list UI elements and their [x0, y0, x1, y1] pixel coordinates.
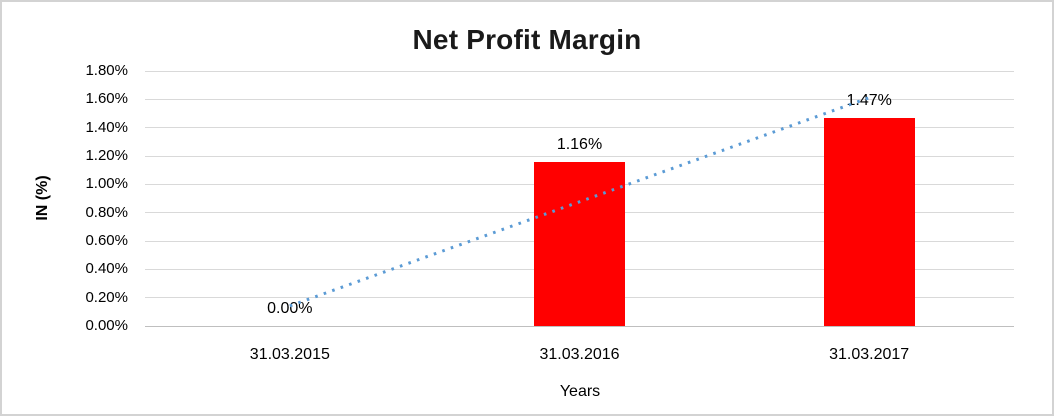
y-tick-label: 0.80% — [85, 203, 128, 221]
data-label: 1.47% — [846, 91, 892, 109]
y-tick-label: 1.60% — [85, 90, 128, 108]
data-label: 1.16% — [556, 135, 603, 153]
gridline — [145, 70, 1014, 72]
y-tick-label: 0.60% — [85, 232, 128, 249]
y-tick-label: 1.00% — [85, 175, 128, 193]
x-tick-label: 31.03.2017 — [829, 346, 910, 363]
y-tick-label: 0.00% — [85, 317, 128, 334]
y-tick-label: 0.20% — [85, 288, 128, 306]
bar-31.03.2016 — [534, 161, 625, 326]
y-tick-label: 0.40% — [85, 260, 128, 278]
chart-title: Net Profit Margin — [412, 24, 642, 55]
x-axis-title: Years — [559, 383, 601, 400]
data-label: 0.00% — [267, 300, 313, 317]
x-axis-line — [145, 325, 1014, 327]
y-tick-label: 1.80% — [85, 62, 128, 79]
x-tick-label: 31.03.2015 — [249, 346, 330, 363]
y-tick-label: 1.20% — [85, 147, 128, 164]
y-tick-label: 1.40% — [85, 118, 128, 136]
bar-31.03.2017 — [823, 117, 915, 326]
x-tick-label: 31.03.2016 — [539, 346, 620, 363]
plot-area: 0.00% 1.16% 1.47% — [145, 70, 1014, 327]
